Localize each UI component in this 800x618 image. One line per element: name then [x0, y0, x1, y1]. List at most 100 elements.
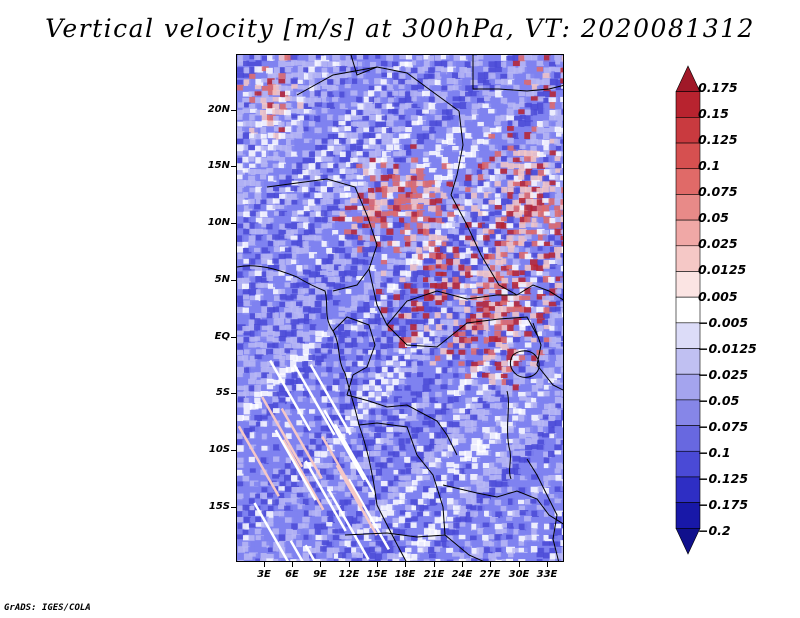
field-cell	[248, 144, 256, 151]
field-cell	[513, 229, 521, 235]
field-cell	[362, 384, 370, 391]
field-cell	[531, 492, 539, 499]
field-cell	[411, 366, 419, 374]
field-cell	[374, 547, 384, 552]
field-cell	[357, 235, 366, 242]
field-cell	[315, 517, 325, 525]
field-cell	[285, 79, 292, 84]
field-cell	[507, 415, 514, 423]
field-cell	[399, 535, 408, 542]
field-cell	[404, 187, 411, 194]
field-cell	[350, 162, 359, 171]
field-cell	[489, 516, 499, 523]
field-cell	[416, 522, 424, 528]
field-cell	[404, 379, 412, 385]
field-cell	[272, 109, 281, 115]
field-cell	[560, 139, 563, 144]
field-cell	[344, 342, 353, 348]
field-cell	[296, 540, 303, 548]
field-cell	[237, 163, 245, 171]
field-cell	[489, 354, 497, 360]
field-cell	[555, 415, 563, 421]
field-cell	[302, 516, 311, 523]
field-cell	[254, 91, 264, 96]
field-cell	[543, 85, 551, 93]
lon-label-15e: 15E	[366, 569, 388, 580]
field-cell	[374, 361, 383, 367]
field-cell	[543, 342, 552, 348]
field-cell	[416, 204, 424, 210]
field-cell	[531, 240, 540, 248]
field-cell	[530, 103, 539, 111]
field-cell	[392, 126, 401, 133]
field-cell	[494, 174, 503, 182]
field-cell	[476, 498, 484, 504]
field-cell	[554, 535, 563, 542]
field-cell	[284, 115, 292, 120]
lat-label-10n: 10N	[207, 217, 230, 228]
field-cell	[500, 516, 509, 524]
field-cell	[458, 361, 465, 366]
field-cell	[524, 420, 533, 426]
field-cell	[351, 277, 358, 285]
field-cell	[357, 343, 367, 348]
field-cell	[513, 559, 521, 561]
field-cell	[548, 223, 557, 229]
field-cell	[429, 270, 438, 276]
field-cell	[410, 180, 419, 188]
field-cell	[494, 144, 502, 150]
field-cell	[380, 349, 390, 356]
field-cell	[351, 450, 361, 458]
field-cell	[338, 271, 347, 279]
field-cell	[441, 120, 451, 127]
field-cell	[536, 282, 544, 290]
field-cell	[447, 444, 457, 452]
field-cell	[374, 150, 382, 157]
field-cell	[309, 114, 316, 120]
field-cell	[351, 558, 359, 561]
field-cell	[249, 306, 258, 313]
field-cell	[278, 283, 287, 290]
field-cell	[255, 186, 262, 194]
field-cell	[309, 157, 318, 164]
field-cell	[309, 504, 317, 510]
field-cell	[477, 366, 486, 372]
field-cell	[530, 498, 538, 504]
field-cell	[368, 192, 377, 200]
field-cell	[368, 78, 377, 83]
field-cell	[399, 73, 406, 79]
field-cell	[392, 222, 401, 229]
field-cell	[561, 360, 563, 367]
field-cell	[254, 66, 264, 73]
field-cell	[518, 198, 526, 204]
field-cell	[284, 421, 291, 429]
field-cell	[267, 343, 276, 348]
field-cell	[554, 558, 563, 561]
field-cell	[434, 330, 443, 337]
field-cell	[423, 337, 433, 344]
field-cell	[489, 534, 496, 540]
field-cell	[332, 348, 340, 355]
field-cell	[465, 463, 473, 470]
field-cell	[297, 66, 307, 74]
field-cell	[291, 372, 299, 379]
field-cell	[374, 235, 383, 242]
field-cell	[350, 427, 360, 435]
field-cell	[447, 378, 455, 386]
field-cell	[350, 102, 358, 107]
field-cell	[404, 61, 413, 69]
field-cell	[459, 354, 467, 360]
field-cell	[243, 559, 251, 561]
field-cell	[386, 55, 394, 62]
field-cell	[507, 79, 515, 86]
field-cell	[452, 96, 462, 102]
field-cell	[470, 307, 479, 315]
field-cell	[345, 109, 353, 116]
field-cell	[458, 186, 467, 191]
field-cell	[260, 157, 268, 164]
field-cell	[525, 180, 532, 186]
field-cell	[338, 366, 346, 372]
field-cell	[501, 492, 508, 500]
field-cell	[554, 504, 563, 510]
field-cell	[405, 517, 412, 523]
